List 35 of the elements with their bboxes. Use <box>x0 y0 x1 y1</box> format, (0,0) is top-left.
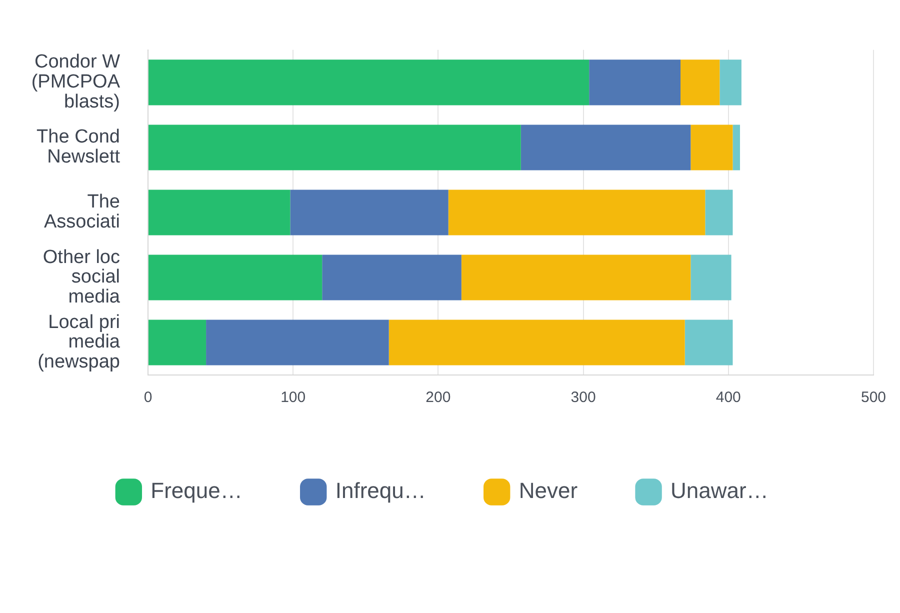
x-tick-label: 400 <box>716 389 741 406</box>
x-tick-label: 100 <box>280 389 306 406</box>
bar <box>388 320 685 366</box>
legend-label: Unawar… <box>670 478 768 504</box>
bar <box>690 124 733 170</box>
y-tick-label: The Associati <box>44 192 120 233</box>
y-tick-label: The Cond Newslett <box>36 126 121 168</box>
legend-label: Infrequ… <box>335 478 426 504</box>
bar <box>684 320 733 366</box>
bar <box>720 60 742 106</box>
legend-label: Freque… <box>150 478 242 504</box>
bar <box>732 124 740 170</box>
y-tick-label: Local pri media (newspap <box>38 312 120 373</box>
bar <box>680 60 720 106</box>
bar <box>148 320 206 366</box>
x-tick-label: 0 <box>144 389 152 406</box>
bar <box>690 254 732 300</box>
y-tick-label: Other loc social media <box>42 246 120 308</box>
x-tick-label: 300 <box>570 389 596 406</box>
bar <box>448 190 706 236</box>
bar <box>206 320 389 366</box>
bar <box>148 254 322 300</box>
x-tick-label: 500 <box>860 389 886 406</box>
bar <box>290 190 448 236</box>
bar <box>148 60 590 106</box>
x-tick-label: 200 <box>426 389 451 406</box>
y-tick-label: Condor W (PMCPOA blasts) <box>31 52 120 113</box>
bar <box>148 124 521 170</box>
bar <box>520 124 691 170</box>
bar <box>705 190 733 236</box>
bar <box>589 60 681 106</box>
bar <box>148 190 290 236</box>
bar <box>461 254 691 300</box>
bar <box>322 254 462 300</box>
legend-label: Never <box>518 478 578 504</box>
